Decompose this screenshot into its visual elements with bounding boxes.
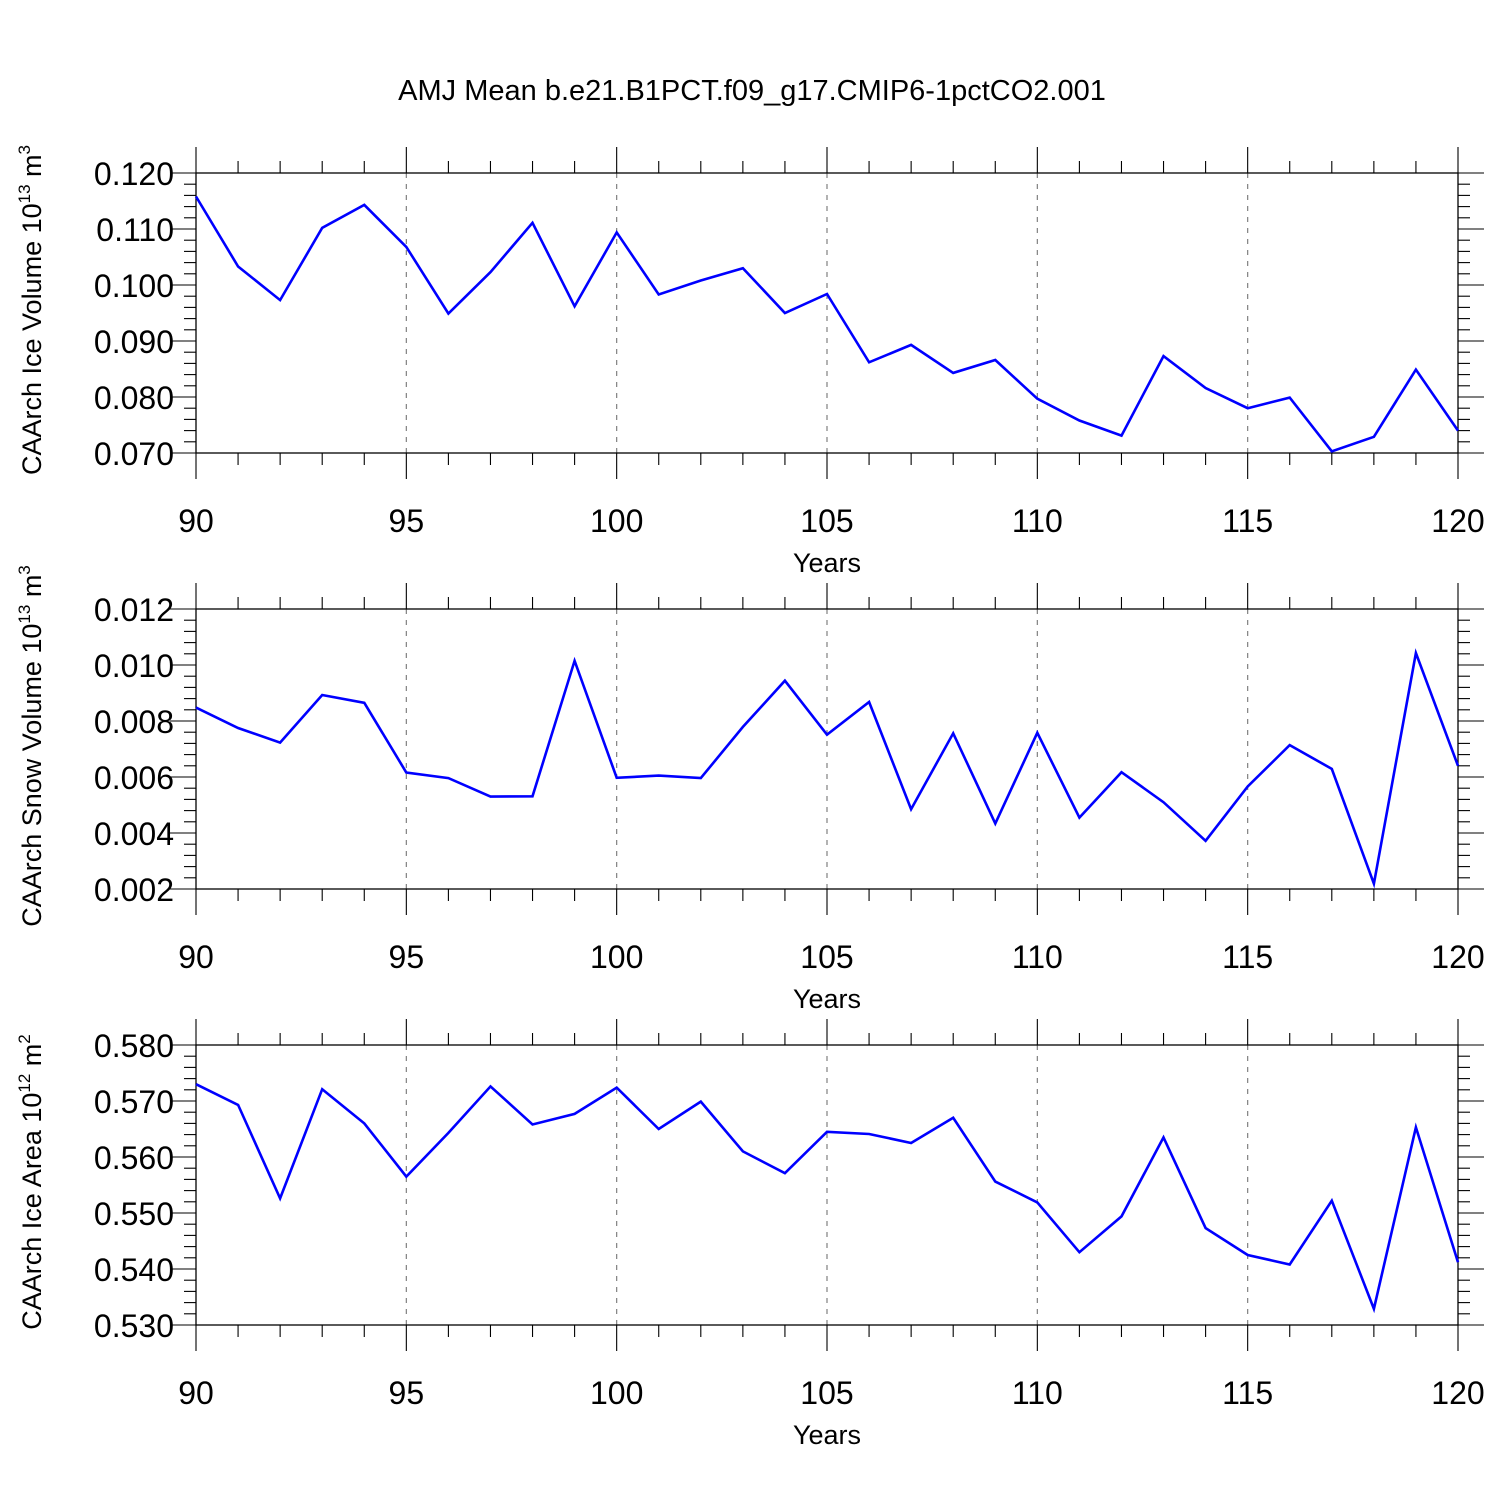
- x-tick-label: 90: [178, 503, 214, 539]
- y-axis-label-part: m: [17, 1044, 47, 1074]
- x-axis-label: Years: [793, 548, 861, 578]
- plot-frame: [195, 1044, 1459, 1326]
- y-tick-label: 0.002: [94, 872, 174, 908]
- x-tick-label: 110: [1012, 1375, 1063, 1411]
- y-axis-label-superscript: 13: [15, 605, 34, 624]
- y-axis-label: CAArch Snow Volume 1013 m3: [15, 565, 47, 927]
- y-axis-label-superscript: 3: [15, 565, 34, 574]
- x-axis-label: Years: [793, 1420, 861, 1450]
- y-tick-label: 0.100: [94, 268, 174, 304]
- series-line-1: [194, 195, 1460, 453]
- y-axis-label-superscript: 2: [15, 1034, 34, 1043]
- series-line-1: [195, 648, 1460, 889]
- y-axis-label-part: CAArch Snow Volume 10: [17, 624, 47, 927]
- plot-frame: [195, 608, 1459, 890]
- x-tick-label: 100: [590, 939, 643, 975]
- panel-1: 90 95 100 105 110 115 120 0.070 0.080 0.090 0.100 0…: [15, 145, 1485, 578]
- y-tick-label: 0.080: [94, 380, 174, 416]
- y-tick-label: 0.008: [94, 704, 174, 740]
- x-tick-label: 120: [1431, 939, 1484, 975]
- x-tick-label: 95: [389, 503, 425, 539]
- plot-frame: [195, 172, 1459, 454]
- y-tick-label: 0.004: [94, 816, 174, 852]
- y-tick-label: 0.120: [94, 156, 174, 192]
- series-line-1: [195, 1083, 1460, 1314]
- y-tick-label: 0.070: [94, 436, 174, 472]
- chart-title: AMJ Mean b.e21.B1PCT.f09_g17.CMIP6-1pctC…: [398, 75, 1106, 107]
- y-tick-label: 0.570: [94, 1084, 174, 1120]
- x-tick-label: 95: [389, 939, 425, 975]
- x-tick-label: 90: [178, 939, 214, 975]
- y-axis-label-superscript: 13: [15, 184, 34, 203]
- y-tick-label: 0.560: [94, 1140, 174, 1176]
- x-tick-label: 100: [590, 503, 643, 539]
- y-axis-label-part: CAArch Ice Volume 10: [17, 203, 47, 475]
- x-tick-label: 105: [800, 939, 853, 975]
- y-axis-label-superscript: 12: [15, 1074, 34, 1093]
- y-tick-label: 0.550: [94, 1196, 174, 1232]
- y-tick-label: 0.580: [94, 1028, 174, 1064]
- panel-3: 90 95 100 105 110 115 120 0.530 0.540 0.550 0.560 0…: [15, 1019, 1485, 1450]
- x-tick-label: 100: [590, 1375, 643, 1411]
- x-tick-label: 115: [1222, 939, 1273, 975]
- y-tick-label: 0.010: [94, 648, 174, 684]
- x-tick-label: 110: [1012, 503, 1063, 539]
- x-tick-label: 90: [178, 1375, 214, 1411]
- y-tick-label: 0.012: [94, 592, 174, 628]
- y-axis-label-part: m: [17, 575, 47, 605]
- y-axis-label-superscript: 3: [15, 145, 34, 154]
- y-axis-label-part: CAArch Ice Area 10: [17, 1093, 47, 1330]
- y-tick-label: 0.540: [94, 1252, 174, 1288]
- x-tick-label: 95: [389, 1375, 425, 1411]
- x-tick-label: 120: [1431, 1375, 1484, 1411]
- y-tick-label: 0.006: [94, 760, 174, 796]
- x-tick-label: 105: [800, 503, 853, 539]
- x-axis-label: Years: [793, 984, 861, 1014]
- x-tick-label: 105: [800, 1375, 853, 1411]
- y-axis-label: CAArch Ice Volume 1013 m3: [15, 145, 47, 475]
- panel-2: 90 95 100 105 110 115 120 0.002 0.004 0.006 0.008 0…: [15, 565, 1485, 1014]
- y-axis-label: CAArch Ice Area 1012 m2: [15, 1034, 47, 1330]
- x-tick-label: 115: [1222, 503, 1273, 539]
- x-tick-label: 110: [1012, 939, 1063, 975]
- y-tick-label: 0.530: [94, 1308, 174, 1344]
- x-tick-label: 115: [1222, 1375, 1273, 1411]
- y-tick-label: 0.110: [96, 212, 174, 248]
- x-tick-label: 120: [1431, 503, 1484, 539]
- y-tick-label: 0.090: [94, 324, 174, 360]
- y-axis-label-part: m: [17, 154, 47, 184]
